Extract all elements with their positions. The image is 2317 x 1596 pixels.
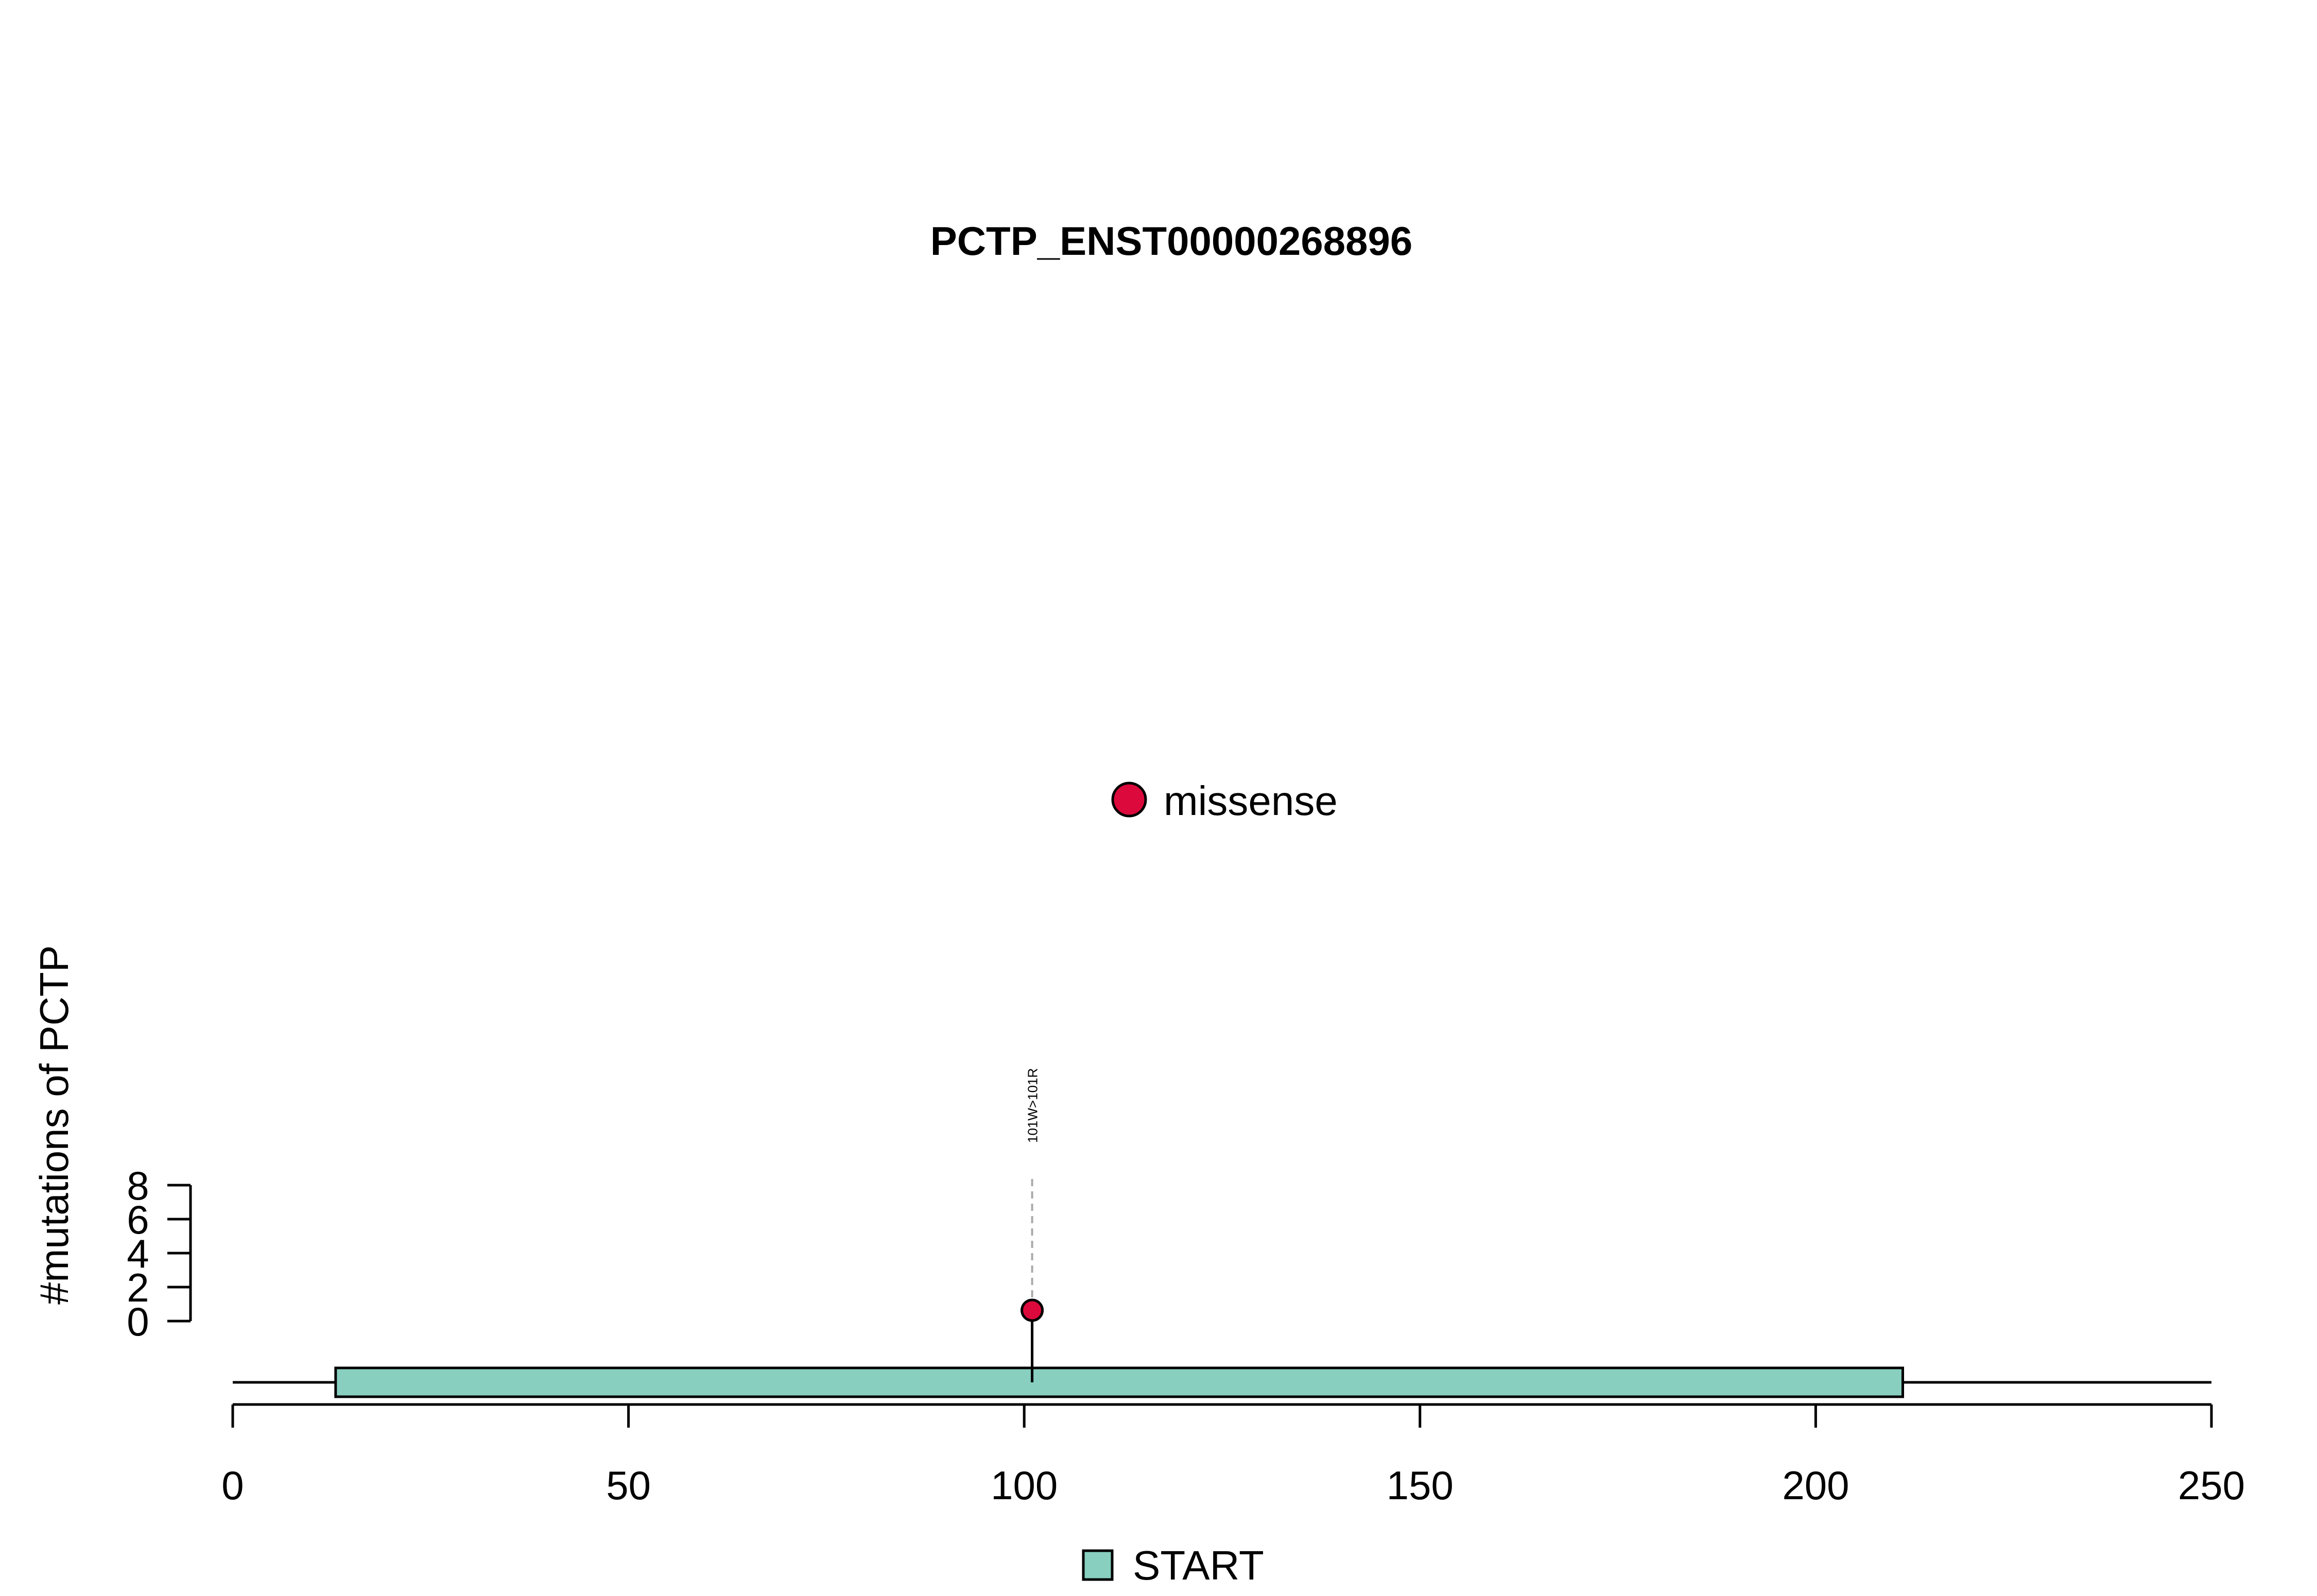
missense-legend-label: missense [1164, 778, 1338, 824]
mutation-lollipops: 101W>101R [1021, 1068, 1044, 1382]
x-tick-label: 0 [221, 1463, 244, 1508]
x-tick-label: 50 [606, 1463, 651, 1508]
chart-title: PCTP_ENST00000268896 [930, 218, 1413, 264]
y-axis-label: #mutations of PCTP [31, 945, 77, 1305]
mutation-label: 101W>101R [1025, 1068, 1041, 1143]
y-tick-label: 2 [127, 1265, 149, 1310]
x-tick-label: 100 [991, 1463, 1058, 1508]
y-tick-label: 0 [127, 1299, 149, 1344]
missense-legend-marker [1111, 782, 1147, 818]
x-tick-label: 150 [1387, 1463, 1454, 1508]
x-tick-label: 250 [2178, 1463, 2245, 1508]
y-tick-label: 6 [127, 1197, 149, 1242]
start-domain-legend-swatch [1082, 1549, 1114, 1581]
protein-domains [334, 1366, 1904, 1398]
mutation-legend: missense [1111, 778, 1338, 824]
start-domain-legend-label: START [1133, 1542, 1264, 1588]
y-tick-label: 4 [127, 1231, 149, 1276]
domain-start [334, 1366, 1904, 1398]
domain-legend: START [1082, 1542, 1264, 1588]
x-tick-label: 200 [1782, 1463, 1849, 1508]
lollipop-head [1021, 1298, 1044, 1322]
x-axis: 0 50 100 150 200 250 [221, 1403, 2245, 1508]
y-tick-label: 8 [127, 1163, 149, 1208]
